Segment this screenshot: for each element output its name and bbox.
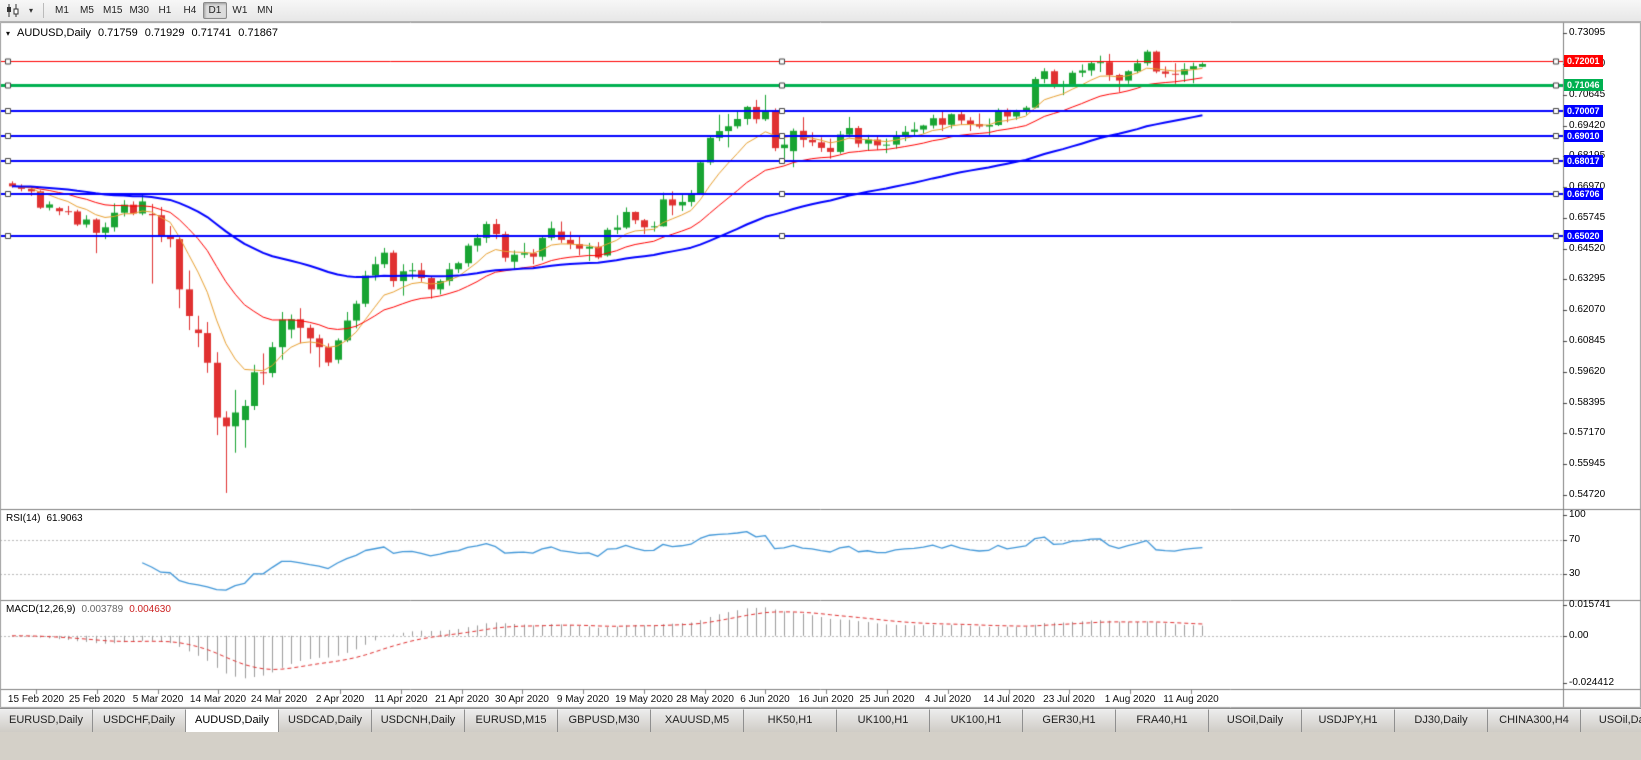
period-button-m5[interactable]: M5 bbox=[80, 5, 94, 16]
date-label: 23 Jul 2020 bbox=[1043, 694, 1095, 705]
chart-symbol-label: AUDUSD,Daily bbox=[17, 27, 91, 39]
chart-tab[interactable]: HK50,H1 bbox=[744, 709, 837, 732]
macd-tick-label: 0.015741 bbox=[1569, 599, 1611, 610]
date-label: 25 Feb 2020 bbox=[68, 694, 126, 705]
macd-tick-label: -0.024412 bbox=[1569, 677, 1615, 688]
date-label: 1 Aug 2020 bbox=[1104, 694, 1156, 705]
toolbar-separator bbox=[43, 3, 44, 18]
price-tick-label: 0.55945 bbox=[1569, 458, 1606, 469]
period-button-mn[interactable]: MN bbox=[257, 5, 273, 16]
ohlc-close-value: 0.71867 bbox=[238, 27, 279, 39]
rsi-tick-label: 100 bbox=[1569, 509, 1586, 520]
date-label: 21 Apr 2020 bbox=[435, 694, 489, 705]
date-label: 28 May 2020 bbox=[676, 694, 734, 705]
ohlc-open-value: 0.71759 bbox=[97, 27, 138, 39]
chart-canvas[interactable] bbox=[0, 22, 1641, 708]
rsi-value: 61.9063 bbox=[46, 513, 83, 524]
price-tick-label: 0.57170 bbox=[1569, 427, 1606, 438]
price-tick-label: 0.66970 bbox=[1569, 181, 1606, 192]
price-tick-label: 0.54720 bbox=[1569, 489, 1606, 500]
chart-tab[interactable]: CHINA300,H4 bbox=[1488, 709, 1581, 732]
date-label: 15 Feb 2020 bbox=[7, 694, 65, 705]
chart-tab[interactable]: EURUSD,Daily bbox=[0, 709, 93, 732]
level-price-tag[interactable]: 0.68017 bbox=[1564, 155, 1603, 167]
price-tick-label: 0.73095 bbox=[1569, 27, 1606, 38]
candlestick-chart-icon[interactable] bbox=[3, 1, 23, 20]
chart-window: ▾ AUDUSD,Daily 0.71759 0.71929 0.71741 0… bbox=[0, 22, 1641, 708]
chart-tab[interactable]: FRA40,H1 bbox=[1116, 709, 1209, 732]
chart-tab[interactable]: UK100,H1 bbox=[837, 709, 930, 732]
period-button-d1[interactable]: D1 bbox=[202, 2, 227, 19]
price-tick-label: 0.70645 bbox=[1569, 89, 1606, 100]
period-button-h4[interactable]: H4 bbox=[183, 5, 197, 16]
date-label: 5 Mar 2020 bbox=[132, 694, 184, 705]
rsi-tick-label: 70 bbox=[1569, 534, 1581, 545]
level-price-tag[interactable]: 0.69010 bbox=[1564, 130, 1603, 142]
period-button-h1[interactable]: H1 bbox=[158, 5, 172, 16]
macd-tick-label: 0.00 bbox=[1569, 630, 1589, 641]
date-label: 24 Mar 2020 bbox=[250, 694, 308, 705]
chart-tab[interactable]: AUDUSD,Daily bbox=[186, 709, 279, 732]
price-tick-label: 0.58395 bbox=[1569, 397, 1606, 408]
chart-collapse-icon[interactable]: ▾ bbox=[6, 28, 11, 38]
macd-main-value: 0.003789 bbox=[81, 604, 124, 615]
level-price-tag[interactable]: 0.66706 bbox=[1564, 188, 1603, 200]
date-label: 14 Jul 2020 bbox=[983, 694, 1035, 705]
chart-title-bar: ▾ AUDUSD,Daily 0.71759 0.71929 0.71741 0… bbox=[6, 27, 278, 39]
level-price-tag[interactable]: 0.72001 bbox=[1564, 55, 1603, 67]
date-label: 19 May 2020 bbox=[615, 694, 673, 705]
period-button-m15[interactable]: M15 bbox=[103, 5, 123, 16]
level-price-tag[interactable]: 0.65020 bbox=[1564, 230, 1603, 242]
price-tick-label: 0.63295 bbox=[1569, 273, 1606, 284]
date-label: 6 Jun 2020 bbox=[740, 694, 790, 705]
chart-tab[interactable]: DJ30,Daily bbox=[1395, 709, 1488, 732]
macd-signal-value: 0.004630 bbox=[129, 604, 171, 615]
ohlc-high-value: 0.71929 bbox=[144, 27, 185, 39]
date-label: 11 Aug 2020 bbox=[1163, 694, 1219, 705]
chart-tab[interactable]: USDCNH,Daily bbox=[372, 709, 465, 732]
timeframe-buttons: M1 M5 M15 M30 H1 H4 D1 W1 MN bbox=[50, 2, 277, 19]
price-tick-label: 0.65745 bbox=[1569, 212, 1606, 223]
rsi-label: RSI(14) bbox=[6, 513, 41, 524]
top-toolbar: ▾ M1 M5 M15 M30 H1 H4 D1 W1 MN bbox=[0, 0, 1641, 22]
price-tick-label: 0.69420 bbox=[1569, 120, 1606, 131]
chart-tab[interactable]: UK100,H1 bbox=[930, 709, 1023, 732]
period-button-m1[interactable]: M1 bbox=[55, 5, 69, 16]
rsi-tick-label: 30 bbox=[1569, 568, 1581, 579]
date-label: 16 Jun 2020 bbox=[798, 694, 854, 705]
chart-tab[interactable]: USDCHF,Daily bbox=[93, 709, 186, 732]
chart-tab[interactable]: XAUUSD,M5 bbox=[651, 709, 744, 732]
chart-tab-bar: EURUSD,Daily USDCHF,Daily AUDUSD,Daily USDC… bbox=[0, 708, 1641, 732]
chart-tab[interactable]: USDCAD,Daily bbox=[279, 709, 372, 732]
ohlc-low-value: 0.71741 bbox=[191, 27, 232, 39]
period-button-m30[interactable]: M30 bbox=[129, 5, 149, 16]
chart-tab[interactable]: GER30,H1 bbox=[1023, 709, 1116, 732]
chart-tab[interactable]: USDJPY,H1 bbox=[1302, 709, 1395, 732]
chart-tab[interactable]: USOil,Daily bbox=[1581, 709, 1641, 732]
date-label: 11 Apr 2020 bbox=[374, 694, 428, 705]
date-label: 9 May 2020 bbox=[556, 694, 610, 705]
chart-tab[interactable]: USOil,Daily bbox=[1209, 709, 1302, 732]
level-price-tag[interactable]: 0.71046 bbox=[1564, 79, 1603, 91]
price-tick-label: 0.64520 bbox=[1569, 243, 1606, 254]
level-price-tag[interactable]: 0.70007 bbox=[1564, 105, 1603, 117]
date-label: 14 Mar 2020 bbox=[189, 694, 247, 705]
date-label: 2 Apr 2020 bbox=[315, 694, 365, 705]
chart-tab[interactable]: EURUSD,M15 bbox=[465, 709, 558, 732]
date-label: 25 Jun 2020 bbox=[859, 694, 915, 705]
chart-tab[interactable]: GBPUSD,M30 bbox=[558, 709, 651, 732]
date-label: 4 Jul 2020 bbox=[924, 694, 972, 705]
price-tick-label: 0.59620 bbox=[1569, 366, 1606, 377]
price-tick-label: 0.60845 bbox=[1569, 335, 1606, 346]
macd-header: MACD(12,26,9) 0.003789 0.004630 bbox=[6, 604, 171, 615]
dropdown-caret-icon[interactable]: ▾ bbox=[28, 6, 33, 15]
rsi-header: RSI(14) 61.9063 bbox=[6, 513, 83, 524]
period-button-w1[interactable]: W1 bbox=[232, 5, 248, 16]
price-tick-label: 0.62070 bbox=[1569, 304, 1606, 315]
date-label: 30 Apr 2020 bbox=[495, 694, 549, 705]
macd-label: MACD(12,26,9) bbox=[6, 604, 76, 615]
